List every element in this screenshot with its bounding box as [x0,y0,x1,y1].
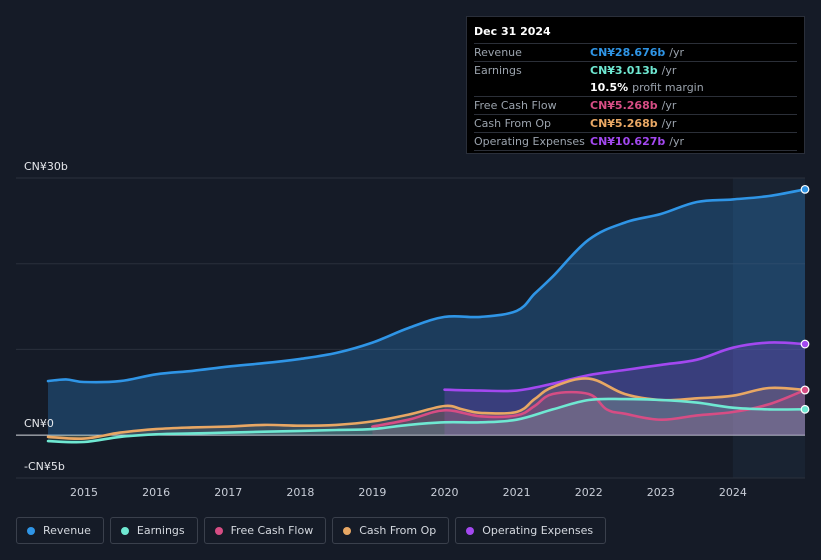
tooltip-row-free-cash-flow: Free Cash Flow CN¥5.268b /yr [474,96,797,114]
tooltip-unit: /yr [661,117,677,130]
tooltip-value: CN¥10.627b [590,135,666,148]
legend-cash-from-op[interactable]: Cash From Op [332,517,450,544]
tooltip-unit: /yr [669,135,685,148]
tooltip-label: Cash From Op [474,117,552,130]
earnings-end-point [800,404,810,414]
tooltip-value: CN¥5.268b [590,117,658,130]
x-tick-label: 2022 [574,486,603,499]
tooltip-value: CN¥28.676b [590,46,666,59]
legend-dot-icon [343,526,352,535]
revenue-line [46,188,807,384]
x-tick-label: 2024 [718,486,747,499]
tooltip-unit: /yr [661,64,677,77]
legend-label: Operating Expenses [482,524,594,537]
free-cash-flow-line [371,388,807,428]
earnings-area [48,398,805,443]
y-label-zero: CN¥0 [24,417,54,430]
tooltip-label: Revenue [474,46,522,59]
series-end-dots [800,184,810,414]
earnings-line [46,397,807,444]
tooltip-value: CN¥5.268b [590,99,658,112]
tooltip-row-operating-expenses: Operating Expenses CN¥10.627b /yr [474,132,797,151]
x-tick-label: 2020 [430,486,459,499]
chart-legend: Revenue Earnings Free Cash Flow Cash Fro… [16,517,607,544]
tooltip-row-cash-from-op: Cash From Op CN¥5.268b /yr [474,114,797,132]
operating-expenses-end-point [800,339,810,349]
series-areas [48,189,805,443]
revenue-end-point [800,184,810,194]
x-tick-label: 2015 [70,486,99,499]
cash-from-op-area [48,378,805,439]
data-tooltip: Dec 31 2024 Revenue CN¥28.676b /yr Earni… [466,16,805,154]
operating-expenses-line [443,341,807,393]
legend-operating-expenses[interactable]: Operating Expenses [455,517,607,544]
legend-earnings[interactable]: Earnings [109,517,198,544]
highlight-band [732,178,805,478]
x-tick-label: 2023 [646,486,675,499]
legend-label: Earnings [136,524,185,537]
x-tick-label: 2017 [214,486,243,499]
gridlines [16,177,805,479]
legend-dot-icon [466,526,475,535]
free-cash-flow-area [372,390,805,436]
legend-revenue[interactable]: Revenue [16,517,104,544]
x-tick-label: 2016 [142,486,171,499]
tooltip-row-revenue: Revenue CN¥28.676b /yr [474,43,797,61]
tooltip-row-earnings: Earnings CN¥3.013b /yr [474,61,797,79]
free-cash-flow-end-point [800,385,810,395]
x-tick-label: 2021 [502,486,531,499]
tooltip-value: 10.5% [590,81,629,94]
x-tick-label: 2018 [286,486,315,499]
legend-free-cash-flow[interactable]: Free Cash Flow [203,517,327,544]
tooltip-label: Free Cash Flow [474,99,557,112]
y-label-bottom: -CN¥5b [24,460,65,473]
tooltip-unit: /yr [661,99,677,112]
y-label-top: CN¥30b [24,160,68,173]
legend-label: Free Cash Flow [230,524,314,537]
series-lines [46,188,807,444]
tooltip-label: Operating Expenses [474,135,585,148]
tooltip-value: CN¥3.013b [590,64,658,77]
legend-label: Cash From Op [359,524,437,537]
legend-dot-icon [214,526,223,535]
tooltip-label: Earnings [474,64,522,77]
legend-dot-icon [27,526,35,535]
legend-label: Revenue [43,524,91,537]
tooltip-date: Dec 31 2024 [474,25,551,38]
tooltip-row-profit-margin: 10.5% profit margin [474,79,797,96]
revenue-area [48,189,805,436]
legend-dot-icon [120,526,129,535]
tooltip-unit: profit margin [632,81,704,94]
operating-expenses-area [444,342,805,436]
tooltip-unit: /yr [669,46,685,59]
x-tick-label: 2019 [358,486,387,499]
